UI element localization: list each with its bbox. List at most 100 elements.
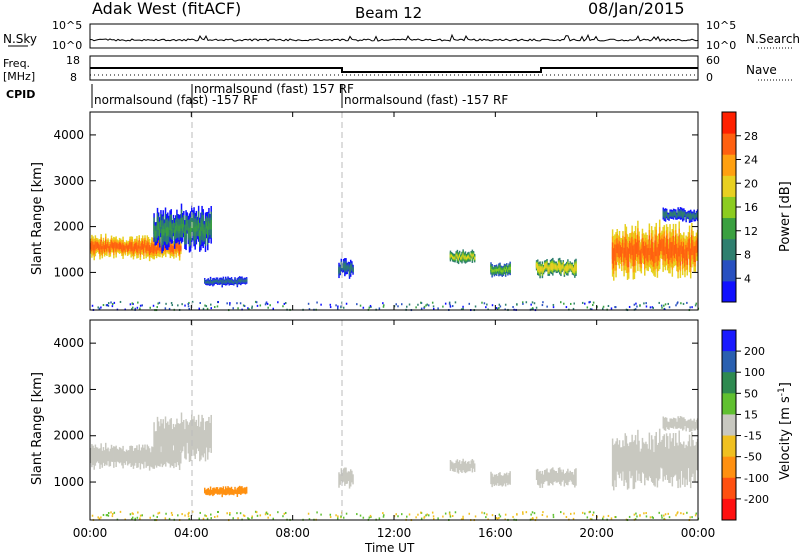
velocity-clutter [177,514,179,517]
velocity-echo-cell [490,471,492,485]
velocity-echo-cell [634,435,637,483]
power-echo-cell [691,239,693,251]
power-clutter [635,302,637,305]
velocity-echo-cell [683,417,685,430]
x-axis: 00:00 04:00 08:00 12:00 16:00 20:00 00:00 [73,112,715,540]
power-echo-cell [498,268,500,272]
power-clutter [546,305,548,308]
power-echo-cell [694,249,697,259]
velocity-echo-cell [170,449,173,466]
velocity-echo-cell [194,421,196,460]
power-echo-cell [205,281,207,284]
velocity-echo-cell [469,463,471,472]
velocity-echo-cell [236,487,239,497]
power-panel: 1000 2000 3000 4000 Slant Range [km] 4 8 12 16… [30,111,793,312]
power-echo-cell [177,224,179,232]
power-echoes [90,203,700,312]
velocity-echo-cell [678,418,681,428]
velocity-echo-cell [125,449,128,462]
velocity-echo-cell [501,475,504,487]
power-echo-cell [226,280,228,283]
power-echo-cell [537,265,539,270]
velocity-clutter [157,512,159,515]
velocity-echo-cell [646,444,648,481]
velocity-echo-cell [196,426,199,449]
velocity-echo-cell [506,472,508,483]
power-echo-cell [219,280,221,283]
power-clutter [675,304,677,307]
power-echo-cell [151,244,153,251]
nsky-frame [89,23,699,49]
power-echo-cell [663,240,666,252]
velocity-echo-cell [91,444,93,468]
power-echo-cell [669,242,671,255]
power-echo-cell [504,268,507,273]
power-clutter [226,302,228,305]
velocity-clutter [184,514,186,517]
power-echo-cell [90,244,92,249]
velocity-echo-cell [656,444,659,488]
power-clutter [131,307,133,310]
velocity-echo-cell [468,461,470,472]
velocity-clutter [589,510,591,513]
power-echo-cell [665,239,668,250]
power-clutter [152,304,155,307]
power-echo-cell [490,266,492,270]
colorbar-swatch [722,196,736,219]
power-clutter [586,306,589,309]
velocity-echo-cell [214,488,216,494]
velocity-echo-cell [614,443,616,481]
velocity-echo-cell [197,414,200,452]
power-echo-cell [621,250,623,259]
velocity-echo-cell [565,471,568,485]
velocity-echo-cell [179,423,182,451]
velocity-echo-cell [162,419,164,461]
power-echo-cell [538,267,540,271]
velocity-echo-cell [693,418,695,431]
velocity-echo-cell [676,421,678,429]
velocity-clutter [522,512,524,515]
velocity-clutter [129,513,132,516]
power-clutter [184,304,186,307]
power-echo-cell [550,264,553,269]
velocity-clutter [217,510,219,513]
power-echo-cell [118,243,121,248]
power-clutter [199,302,201,305]
power-echo-cell [92,243,94,249]
power-echo-cell [563,268,566,273]
power-echo-cell [619,247,622,255]
velocity-ylabel: Slant Range [km] [30,372,45,485]
power-echo-cell [233,282,235,284]
power-echo-cell [469,257,471,260]
velocity-clutter [552,516,555,519]
power-clutter [102,304,105,307]
power-echo-cell [500,269,502,272]
velocity-clutter [689,516,691,519]
velocity-echo-cell [180,451,182,464]
power-echo-cell [197,219,200,229]
velocity-clutter [316,511,318,514]
power-clutter [486,303,488,306]
velocity-clutter [420,511,422,514]
y-tick-label: 4000 [53,128,84,142]
velocity-echo-cell [241,486,243,494]
colorbar-swatch [722,154,736,176]
velocity-clutter [213,515,216,518]
velocity-echo-cell [455,460,457,469]
colorbar-swatch [722,372,736,394]
power-echo-cell [661,241,663,249]
nsearch-tick-bottom: 10^0 [706,39,736,52]
velocity-echo-cell [192,419,194,450]
power-echo-cell [467,255,469,259]
cpid-segment-0: normalsound (fast) -157 RF [94,93,258,107]
power-echo-cell [632,250,635,262]
velocity-echo-cell [212,487,214,497]
velocity-clutter [586,516,589,519]
velocity-echo-cell [538,471,540,486]
velocity-clutter [694,514,697,517]
velocity-echo-cell [662,436,664,482]
velocity-echo-cell [155,452,158,468]
power-echo-cell [462,253,464,257]
velocity-echo-cell [210,489,213,495]
velocity-clutter [131,517,133,520]
